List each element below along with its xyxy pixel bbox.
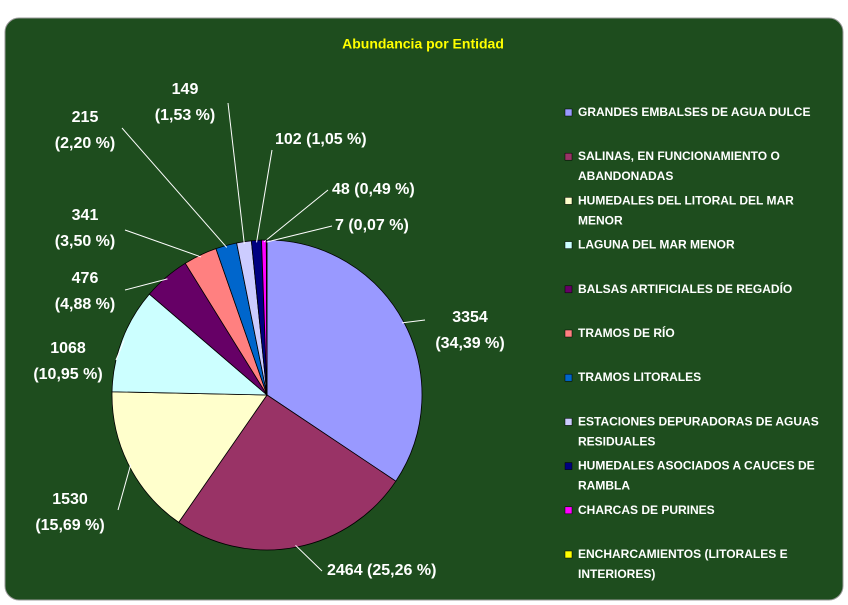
leader-line [401,319,426,324]
legend-swatch [564,241,573,249]
legend-swatch [564,506,573,515]
data-label: 1530 (15,69 %) [35,491,104,534]
pie-slice [111,391,268,523]
data-label: 476 (4,88 %) [55,270,115,313]
legend-swatch [564,462,573,470]
chart-title: Abundancia por Entidad [342,36,504,52]
legend-swatch [564,197,573,205]
legend-swatch [564,108,573,117]
legend-label: BALSAS ARTIFICIALES DE REGADÍO [578,281,792,296]
legend-label: SALINAS, EN FUNCIONAMIENTO O ABANDONADAS [578,149,780,183]
legend-swatch [564,152,573,161]
pie-slice [178,394,397,551]
leader-line [266,225,333,243]
data-label: 215 (2,20 %) [55,109,115,152]
leader-line [117,464,132,511]
data-label: 1068 (10,95 %) [33,340,102,383]
legend-swatch [564,373,573,382]
legend-label: ESTACIONES DEPURADORAS DE AGUAS RESIDUALE… [578,415,819,449]
leader-line [115,340,125,361]
legend-swatch [564,418,573,426]
legend-swatch [564,550,573,559]
legend-label: TRAMOS LITORALES [578,370,701,384]
legend-label: GRANDES EMBALSES DE AGUA DULCE [578,105,810,119]
legend-label: CHARCAS DE PURINES [578,503,715,517]
data-label: 149 (1,53 %) [155,81,215,124]
data-label: 341 (3,50 %) [55,207,115,250]
leader-line [263,189,329,243]
leader-line [124,278,168,291]
pie-slice [265,239,268,396]
legend-swatch [564,285,573,294]
leader-line [121,127,228,248]
data-label: 3354 (34,39 %) [435,309,504,352]
data-label: 7 (0,07 %) [335,217,409,234]
leader-line [227,102,245,244]
legend-swatch [564,329,573,338]
legend-label: HUMEDALES DEL LITORAL DEL MAR MENOR [578,194,794,228]
legend-label: TRAMOS DE RÍO [578,325,675,340]
legend-label: HUMEDALES ASOCIADOS A CAUCES DE RAMBLA [578,459,815,493]
data-label: 102 (1,05 %) [275,131,367,148]
legend-label: LAGUNA DEL MAR MENOR [578,238,735,252]
leader-line [256,149,273,243]
leader-line [124,229,202,258]
data-label: 48 (0,49 %) [332,181,415,198]
leader-line [295,544,323,572]
pie-slice [111,293,269,396]
data-label: 2464 (25,26 %) [327,562,436,579]
legend-label: ENCHARCAMIENTOS (LITORALES E INTERIORES) [578,547,788,581]
